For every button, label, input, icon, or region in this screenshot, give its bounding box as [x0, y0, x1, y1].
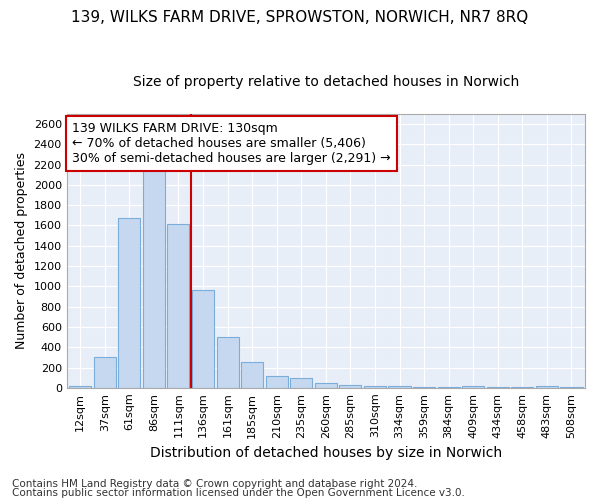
Title: Size of property relative to detached houses in Norwich: Size of property relative to detached ho…: [133, 75, 519, 89]
Bar: [413, 387, 435, 388]
X-axis label: Distribution of detached houses by size in Norwich: Distribution of detached houses by size …: [150, 446, 502, 460]
Y-axis label: Number of detached properties: Number of detached properties: [15, 152, 28, 350]
Bar: [69, 386, 91, 388]
Bar: [118, 218, 140, 388]
Bar: [94, 358, 116, 388]
Bar: [340, 385, 361, 388]
Bar: [167, 224, 190, 388]
Bar: [315, 383, 337, 388]
Text: 139, WILKS FARM DRIVE, SPROWSTON, NORWICH, NR7 8RQ: 139, WILKS FARM DRIVE, SPROWSTON, NORWIC…: [71, 10, 529, 25]
Bar: [143, 170, 165, 388]
Text: Contains public sector information licensed under the Open Government Licence v3: Contains public sector information licen…: [12, 488, 465, 498]
Text: Contains HM Land Registry data © Crown copyright and database right 2024.: Contains HM Land Registry data © Crown c…: [12, 479, 418, 489]
Bar: [536, 386, 558, 388]
Bar: [241, 362, 263, 388]
Text: 139 WILKS FARM DRIVE: 130sqm
← 70% of detached houses are smaller (5,406)
30% of: 139 WILKS FARM DRIVE: 130sqm ← 70% of de…: [72, 122, 391, 165]
Bar: [266, 376, 288, 388]
Bar: [217, 337, 239, 388]
Bar: [388, 386, 410, 388]
Bar: [290, 378, 313, 388]
Bar: [462, 386, 484, 388]
Bar: [364, 386, 386, 388]
Bar: [192, 290, 214, 388]
